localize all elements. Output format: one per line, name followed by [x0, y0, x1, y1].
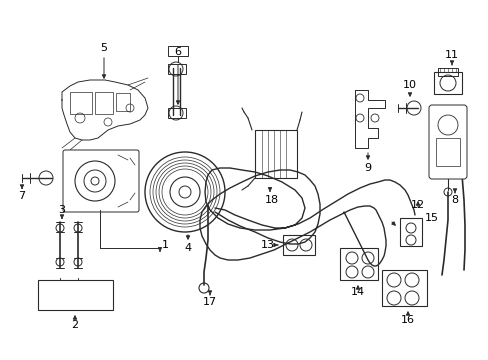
Bar: [168, 108, 185, 118]
FancyBboxPatch shape: [63, 150, 139, 212]
FancyBboxPatch shape: [428, 105, 466, 179]
Text: 1: 1: [161, 240, 168, 250]
Bar: [433, 72, 461, 94]
Text: 7: 7: [19, 191, 25, 201]
Text: 11: 11: [444, 50, 458, 60]
Bar: [116, 93, 130, 111]
Text: 14: 14: [350, 287, 365, 297]
Text: 13: 13: [261, 240, 274, 250]
Bar: [283, 235, 314, 255]
Text: 9: 9: [364, 163, 371, 173]
Text: 6: 6: [174, 47, 181, 57]
Text: 17: 17: [203, 297, 217, 307]
Bar: [399, 218, 421, 246]
Bar: [168, 46, 187, 56]
Text: 5: 5: [101, 43, 107, 53]
Text: 2: 2: [71, 320, 79, 330]
Text: 18: 18: [264, 195, 279, 205]
Bar: [38, 280, 113, 310]
Bar: [339, 248, 377, 280]
Bar: [435, 138, 459, 166]
Text: 15: 15: [424, 213, 438, 223]
Text: 10: 10: [402, 80, 416, 90]
Bar: [95, 92, 113, 114]
Text: 8: 8: [450, 195, 458, 205]
Text: 12: 12: [410, 200, 424, 210]
Bar: [381, 270, 426, 306]
Bar: [70, 92, 92, 114]
Text: 4: 4: [184, 243, 191, 253]
Bar: [437, 68, 457, 76]
Bar: [254, 130, 296, 178]
Text: 16: 16: [400, 315, 414, 325]
Bar: [168, 64, 185, 74]
Text: 3: 3: [59, 205, 65, 215]
